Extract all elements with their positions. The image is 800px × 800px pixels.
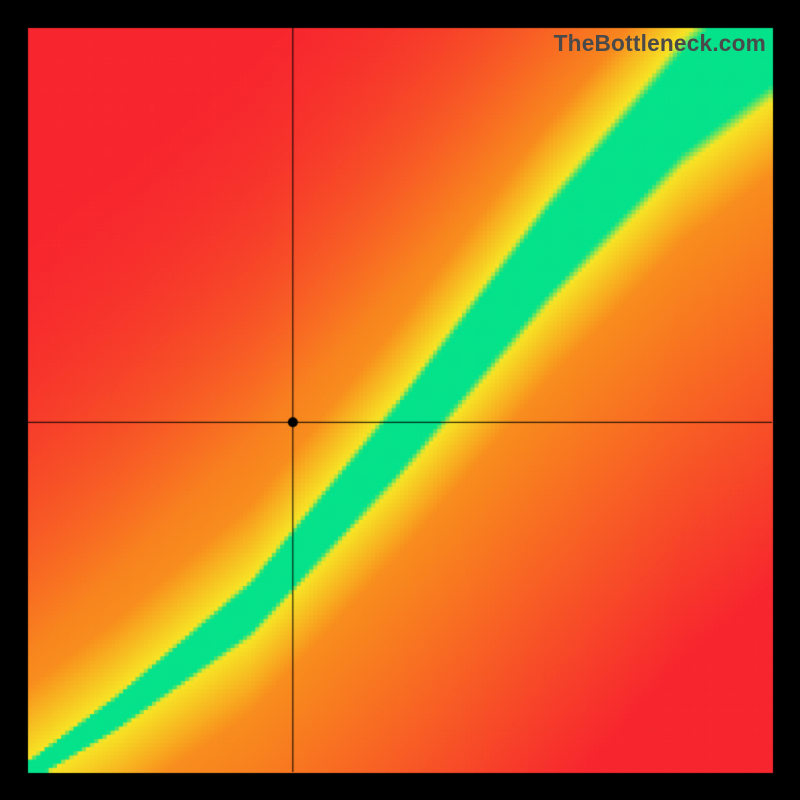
bottleneck-heatmap [0,0,800,800]
source-watermark: TheBottleneck.com [554,30,766,57]
